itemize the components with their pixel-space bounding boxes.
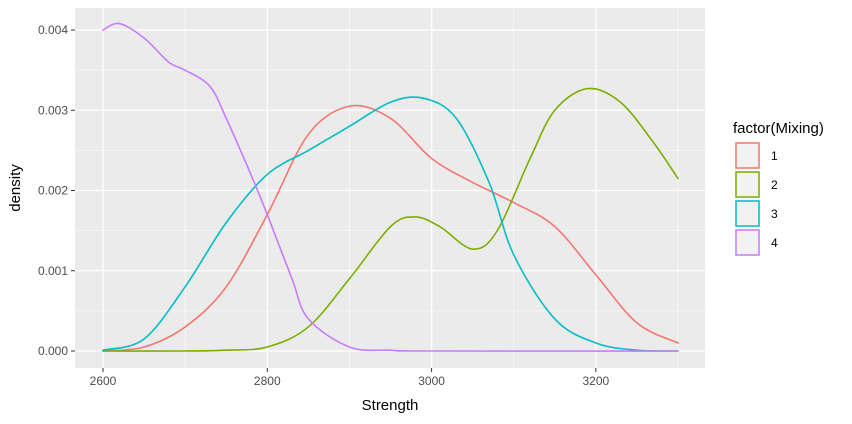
legend-swatch-3 (735, 200, 760, 227)
legend-swatch-1 (735, 142, 760, 169)
legend-swatch-2 (735, 171, 760, 198)
y-axis: 0.000 0.001 0.002 0.003 0.004 (38, 23, 75, 358)
series-line-4 (102, 22, 679, 352)
legend-label-3: 3 (771, 207, 778, 221)
y-tick-label: 0.001 (38, 264, 68, 278)
legend-key-3 (735, 200, 760, 227)
x-tick-label: 2600 (90, 374, 117, 388)
legend: factor(Mixing) 1 2 3 4 (733, 120, 824, 256)
legend-key-4 (735, 229, 760, 256)
legend-label-2: 2 (771, 178, 778, 192)
legend-key-2 (735, 171, 760, 198)
legend-key-1 (735, 142, 760, 169)
legend-swatch-4 (735, 229, 760, 256)
legend-label-4: 4 (771, 236, 778, 250)
minor-grid (75, 8, 705, 368)
y-tick-label: 0.000 (38, 344, 68, 358)
x-tick-label: 2800 (254, 374, 281, 388)
series-line-1 (102, 104, 679, 352)
y-tick-label: 0.002 (38, 184, 68, 198)
x-tick-label: 3000 (418, 374, 445, 388)
legend-title: factor(Mixing) (733, 120, 824, 137)
y-tick-label: 0.004 (38, 23, 68, 37)
series-line-3 (102, 96, 679, 352)
x-axis: 2600 2800 3000 3200 (90, 368, 610, 388)
x-axis-title: Strength (362, 397, 419, 414)
x-tick-label: 3200 (583, 374, 610, 388)
y-axis-title: density (7, 164, 24, 212)
legend-label-1: 1 (771, 149, 778, 163)
series-line-2 (102, 87, 679, 352)
y-tick-label: 0.003 (38, 103, 68, 117)
series-lines (102, 22, 679, 352)
